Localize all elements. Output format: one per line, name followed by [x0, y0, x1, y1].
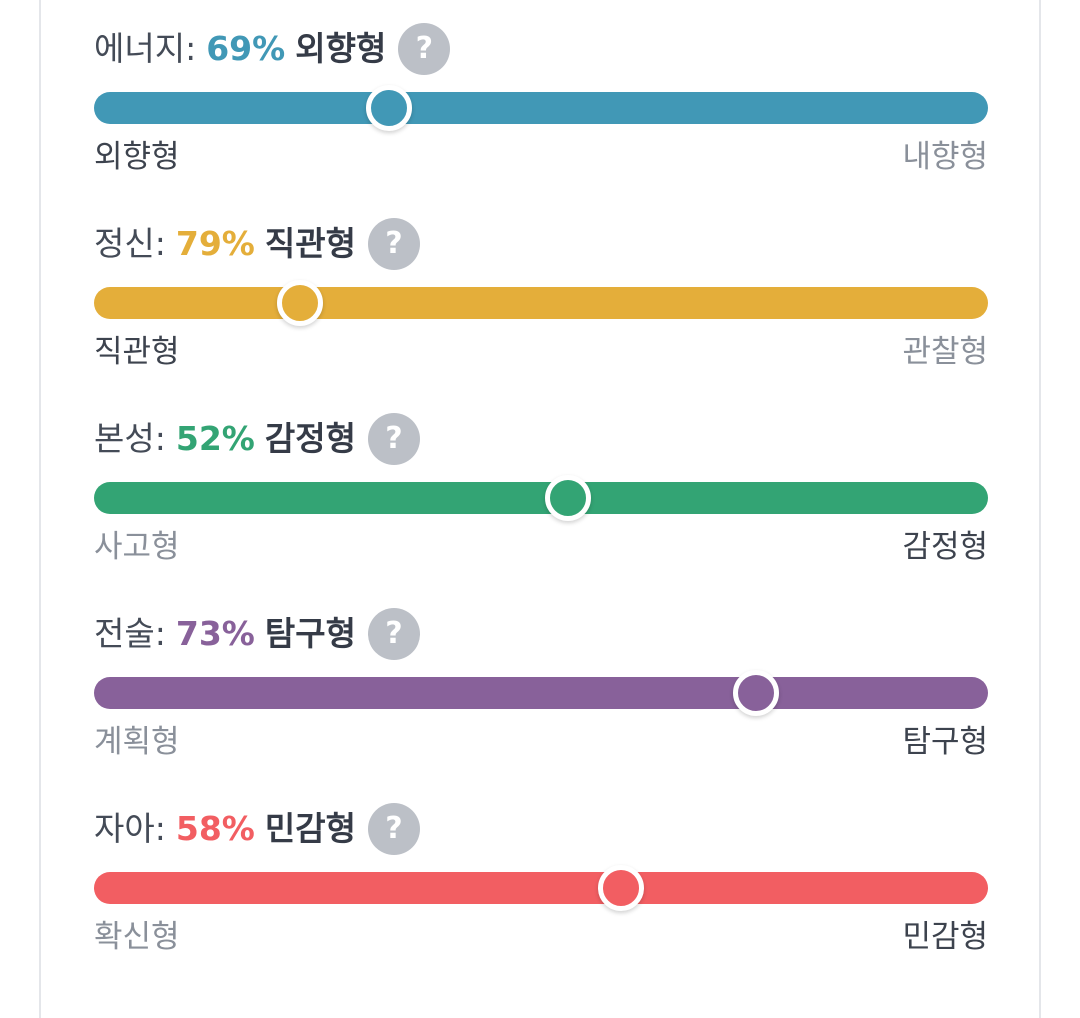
trait-percent: 69% — [206, 29, 286, 68]
question-icon[interactable]: ? — [398, 23, 451, 75]
trait-name: 자아 — [94, 809, 155, 848]
left-label: 외향형 — [94, 139, 180, 175]
right-label: 감정형 — [902, 529, 988, 565]
trait-colon: : — [154, 419, 166, 458]
trait-bar[interactable] — [94, 670, 988, 716]
trait-percent: 73% — [175, 614, 255, 653]
slider-knob[interactable] — [732, 670, 779, 716]
trait-header: 자아: 58% 민감형 ? — [94, 801, 420, 857]
left-label: 사고형 — [94, 529, 180, 565]
trait-type: 감정형 — [264, 419, 356, 458]
right-label: 내향형 — [902, 139, 988, 175]
trait-mind: 정신: 79% 직관형 ? 직관형 관찰형 — [94, 216, 988, 386]
question-icon[interactable]: ? — [367, 413, 420, 465]
trait-bar[interactable] — [94, 85, 988, 131]
trait-identity: 자아: 58% 민감형 ? 확신형 민감형 — [94, 801, 988, 971]
trait-percent: 58% — [175, 809, 255, 848]
right-label: 탐구형 — [902, 724, 988, 760]
trait-colon: : — [154, 224, 166, 263]
trait-header: 본성: 52% 감정형 ? — [94, 411, 420, 467]
left-label: 직관형 — [94, 334, 180, 370]
trait-type: 민감형 — [264, 809, 356, 848]
trait-colon: : — [185, 29, 197, 68]
trait-percent: 52% — [175, 419, 255, 458]
trait-tactics: 전술: 73% 탐구형 ? 계획형 탐구형 — [94, 606, 988, 776]
question-icon[interactable]: ? — [367, 803, 420, 855]
trait-type: 외향형 — [295, 29, 387, 68]
trait-name: 정신 — [94, 224, 155, 263]
trait-colon: : — [154, 614, 166, 653]
trait-percent: 79% — [175, 224, 255, 263]
trait-header: 전술: 73% 탐구형 ? — [94, 606, 420, 662]
trait-header: 정신: 79% 직관형 ? — [94, 216, 420, 272]
trait-energy: 에너지: 69% 외향형 ? 외향형 내향형 — [94, 21, 988, 191]
trait-name: 에너지 — [94, 29, 186, 68]
slider-knob[interactable] — [366, 85, 413, 131]
trait-name: 본성 — [94, 419, 155, 458]
trait-header: 에너지: 69% 외향형 ? — [94, 21, 451, 77]
left-label: 확신형 — [94, 919, 180, 955]
trait-type: 직관형 — [264, 224, 356, 263]
slider-knob[interactable] — [598, 865, 645, 911]
right-label: 관찰형 — [902, 334, 988, 370]
trait-type: 탐구형 — [264, 614, 356, 653]
question-icon[interactable]: ? — [367, 218, 420, 270]
slider-knob[interactable] — [276, 280, 323, 326]
right-label: 민감형 — [902, 919, 988, 955]
trait-name: 전술 — [94, 614, 155, 653]
trait-colon: : — [154, 809, 166, 848]
trait-bar[interactable] — [94, 865, 988, 911]
trait-bar[interactable] — [94, 475, 988, 521]
trait-bar[interactable] — [94, 280, 988, 326]
trait-nature: 본성: 52% 감정형 ? 사고형 감정형 — [94, 411, 988, 581]
slider-knob[interactable] — [544, 475, 591, 521]
question-icon[interactable]: ? — [367, 608, 420, 660]
left-label: 계획형 — [94, 724, 180, 760]
